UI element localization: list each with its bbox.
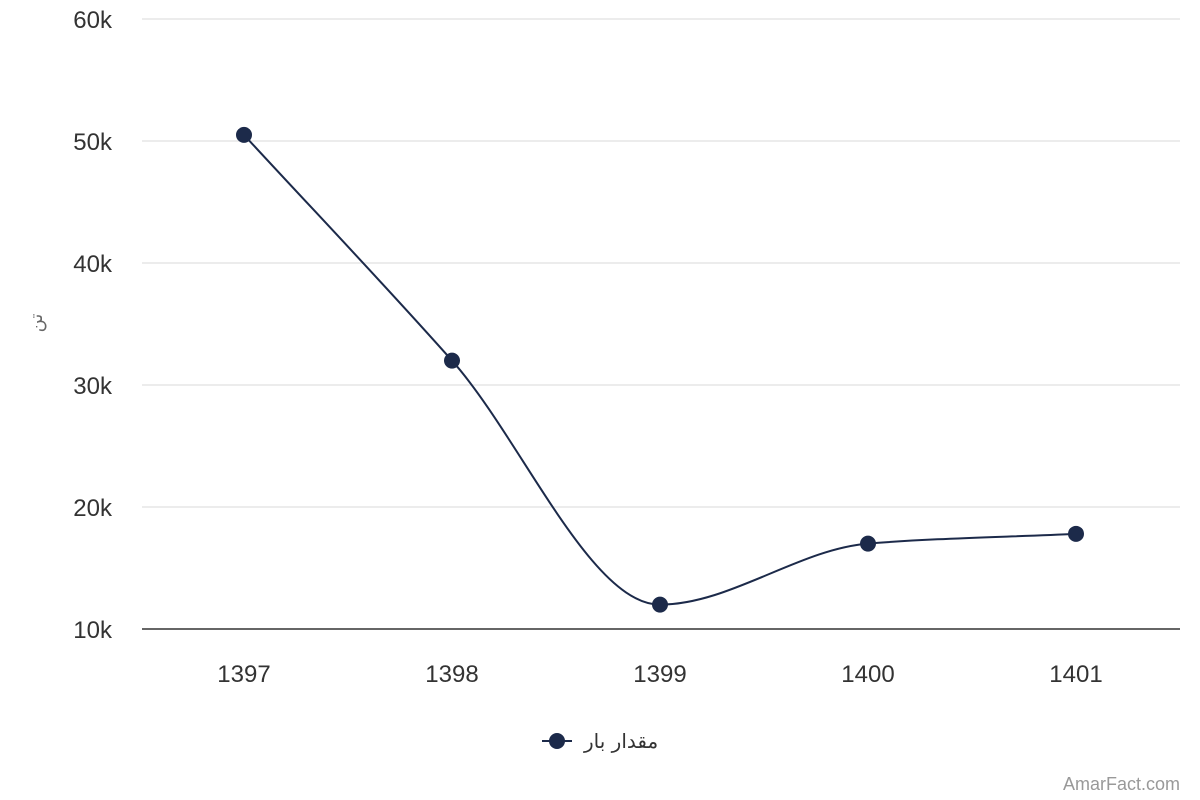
data-point[interactable] bbox=[652, 596, 668, 613]
series-line bbox=[243, 134, 1077, 606]
y-axis-label: تن bbox=[26, 314, 47, 333]
x-axis-ticks: 1397 1398 1399 1400 1401 bbox=[217, 661, 1102, 688]
credit-text[interactable]: AmarFact.com bbox=[1063, 774, 1180, 794]
legend-label: مقدار بار bbox=[583, 729, 658, 753]
data-point[interactable] bbox=[860, 535, 876, 552]
y-tick-label: 40k bbox=[73, 251, 113, 278]
data-point[interactable] bbox=[1068, 525, 1084, 542]
y-tick-label: 30k bbox=[73, 373, 113, 400]
legend-marker bbox=[549, 733, 565, 749]
data-point[interactable] bbox=[236, 126, 252, 143]
y-tick-label: 10k bbox=[73, 617, 113, 644]
y-axis-ticks: 10k 20k 30k 40k 50k 60k bbox=[73, 7, 113, 644]
series-points bbox=[236, 126, 1084, 613]
y-tick-label: 20k bbox=[73, 495, 113, 522]
x-tick-label: 1401 bbox=[1049, 661, 1102, 688]
x-tick-label: 1399 bbox=[633, 661, 686, 688]
legend[interactable]: مقدار بار bbox=[542, 729, 658, 753]
data-point[interactable] bbox=[444, 352, 460, 369]
x-tick-label: 1400 bbox=[841, 661, 894, 688]
y-tick-label: 50k bbox=[73, 129, 113, 156]
y-tick-label: 60k bbox=[73, 7, 113, 34]
grid-lines bbox=[142, 18, 1180, 508]
x-tick-label: 1398 bbox=[425, 661, 478, 688]
x-tick-label: 1397 bbox=[217, 661, 270, 688]
